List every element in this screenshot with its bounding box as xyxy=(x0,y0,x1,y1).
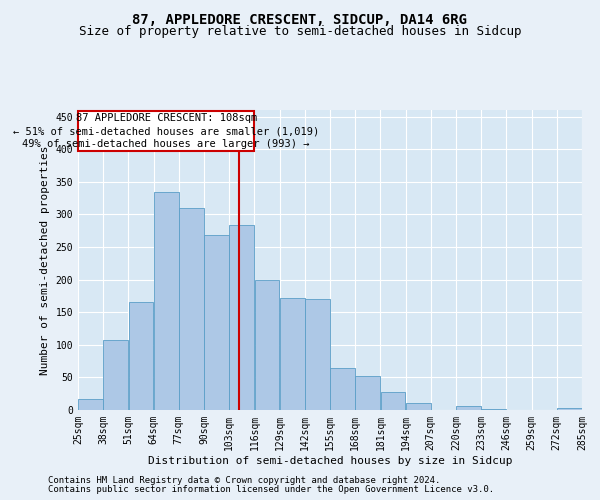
FancyBboxPatch shape xyxy=(78,112,254,151)
Bar xyxy=(557,408,582,410)
Bar xyxy=(229,226,254,410)
Bar xyxy=(380,392,406,410)
Bar xyxy=(330,368,355,410)
Bar xyxy=(406,404,431,410)
Text: Contains public sector information licensed under the Open Government Licence v3: Contains public sector information licen… xyxy=(48,485,494,494)
Bar xyxy=(355,376,380,410)
X-axis label: Distribution of semi-detached houses by size in Sidcup: Distribution of semi-detached houses by … xyxy=(148,456,512,466)
Bar xyxy=(179,208,204,410)
Text: 87, APPLEDORE CRESCENT, SIDCUP, DA14 6RG: 87, APPLEDORE CRESCENT, SIDCUP, DA14 6RG xyxy=(133,12,467,26)
Bar xyxy=(456,406,481,410)
Bar xyxy=(204,235,229,410)
Bar xyxy=(254,280,280,410)
Bar xyxy=(78,399,103,410)
Bar xyxy=(154,192,179,410)
Text: Contains HM Land Registry data © Crown copyright and database right 2024.: Contains HM Land Registry data © Crown c… xyxy=(48,476,440,485)
Bar xyxy=(305,299,330,410)
Text: Size of property relative to semi-detached houses in Sidcup: Size of property relative to semi-detach… xyxy=(79,25,521,38)
Y-axis label: Number of semi-detached properties: Number of semi-detached properties xyxy=(40,145,50,375)
Text: 87 APPLEDORE CRESCENT: 108sqm
← 51% of semi-detached houses are smaller (1,019)
: 87 APPLEDORE CRESCENT: 108sqm ← 51% of s… xyxy=(13,113,319,150)
Bar xyxy=(103,340,128,410)
Bar xyxy=(280,298,305,410)
Bar xyxy=(128,302,154,410)
